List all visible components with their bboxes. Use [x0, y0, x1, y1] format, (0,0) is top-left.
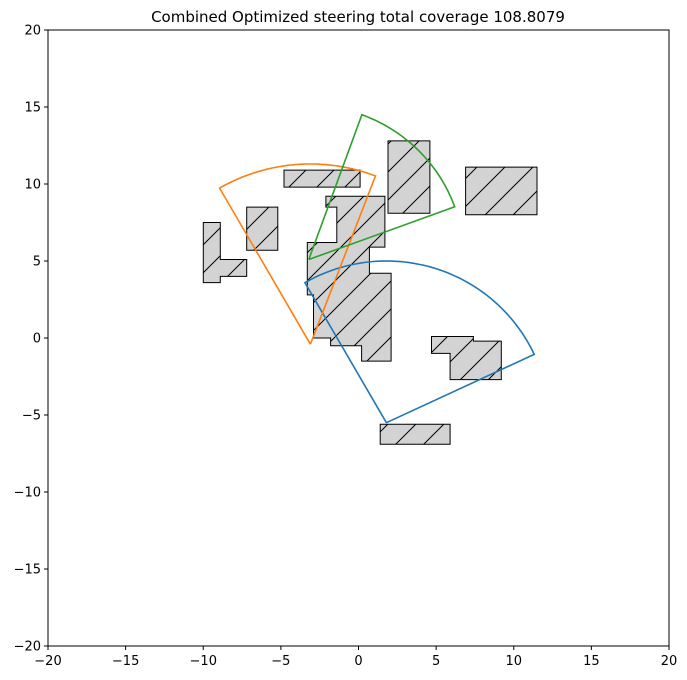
coverage-sector-1: [303, 260, 536, 424]
obstacle: [387, 140, 431, 214]
obstacle: [465, 166, 538, 216]
x-tick-label: −15: [112, 654, 139, 669]
y-tick-label: −15: [14, 563, 41, 578]
x-tick-label: 15: [583, 654, 600, 669]
y-tick-label: −20: [14, 640, 41, 655]
y-tick-label: 10: [24, 178, 41, 193]
y-tick-label: −10: [14, 486, 41, 501]
y-tick-label: 5: [33, 255, 41, 270]
obstacle: [379, 423, 451, 445]
coverage-sector-2: [218, 163, 377, 345]
y-axis: −20 −15 −10 −5 0 5 10 15 20: [14, 24, 48, 655]
coverage-sectors: [218, 113, 536, 424]
obstacle: [431, 336, 502, 381]
y-tick-label: 20: [24, 24, 41, 39]
coverage-sector-3: [308, 113, 456, 261]
x-tick-label: 10: [505, 654, 522, 669]
x-tick-label: −10: [190, 654, 217, 669]
x-tick-label: 5: [432, 654, 440, 669]
y-tick-label: −5: [22, 409, 41, 424]
chart-title: Combined Optimized steering total covera…: [151, 8, 565, 26]
obstacle: [283, 169, 361, 188]
y-tick-label: 0: [33, 332, 41, 347]
y-tick-label: 15: [24, 101, 41, 116]
x-tick-label: −20: [34, 654, 61, 669]
x-axis: −20 −15 −10 −5 0 5 10 15 20: [34, 646, 677, 669]
obstacle: [202, 222, 248, 284]
x-tick-label: 0: [354, 654, 362, 669]
x-tick-label: −5: [271, 654, 290, 669]
x-tick-label: 20: [661, 654, 678, 669]
